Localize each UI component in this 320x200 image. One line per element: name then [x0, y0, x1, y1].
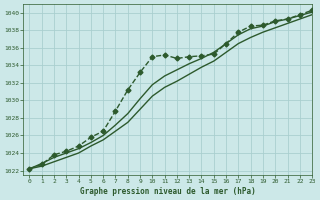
X-axis label: Graphe pression niveau de la mer (hPa): Graphe pression niveau de la mer (hPa) [80, 187, 256, 196]
